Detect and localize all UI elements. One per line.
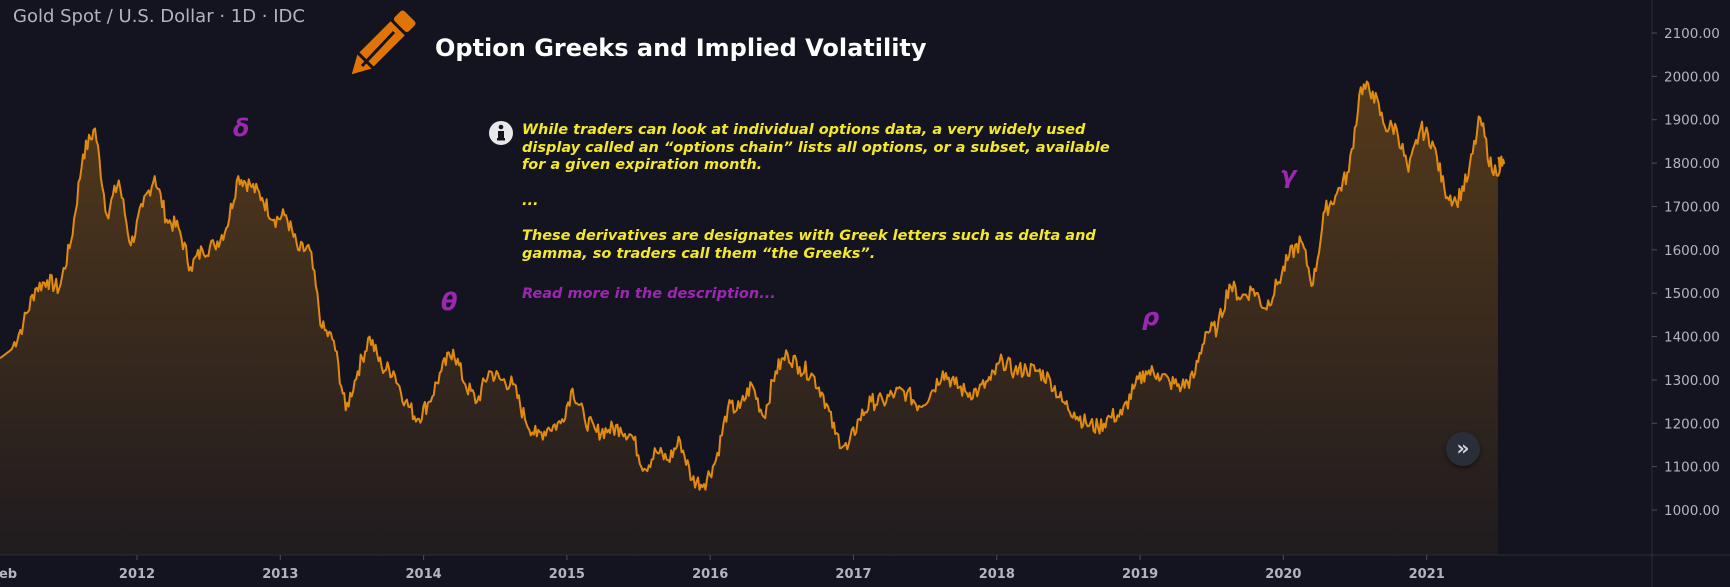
price-tick-label: 1000.00: [1664, 503, 1720, 519]
time-tick-label: 2012: [119, 567, 155, 582]
price-tick-label: 1800.00: [1664, 156, 1720, 172]
info-icon: [488, 120, 514, 150]
price-tick-label: 1200.00: [1664, 416, 1720, 432]
time-tick-label: 2013: [262, 567, 298, 582]
note-text: While traders can look at individual opt…: [522, 122, 1122, 281]
scroll-to-realtime-button[interactable]: »: [1446, 432, 1480, 466]
time-tick-label: 2020: [1265, 567, 1301, 582]
note-paragraph-2: These derivatives are designates with Gr…: [522, 228, 1096, 262]
rho-label: ρ: [1142, 303, 1160, 331]
price-tick-label: 2100.00: [1664, 26, 1720, 42]
time-tick-label: 2015: [549, 567, 585, 582]
price-axis[interactable]: 1000.00 1100.00 1200.00 1300.00 1400.00 1500.…: [1652, 26, 1720, 519]
note-paragraph-1: While traders can look at individual opt…: [522, 122, 1110, 173]
price-area-fill: [0, 81, 1505, 555]
double-chevron-right-icon: »: [1456, 436, 1470, 460]
time-axis[interactable]: eb 2012 2013 2014 2015 2016 2017 2018 2019 2020 20…: [0, 555, 1445, 582]
delta-label: δ: [233, 114, 250, 142]
price-tick-label: 1400.00: [1664, 330, 1720, 346]
price-tick-label: 1600.00: [1664, 243, 1720, 259]
price-tick-label: 1100.00: [1664, 460, 1720, 476]
time-tick-label: 2021: [1409, 567, 1445, 582]
time-tick-label: 2019: [1122, 567, 1158, 582]
chart-title: Option Greeks and Implied Volatility: [435, 34, 927, 62]
read-more-link[interactable]: Read more in the description...: [522, 286, 776, 302]
price-tick-label: 1700.00: [1664, 199, 1720, 215]
pencil-icon: [340, 8, 420, 88]
time-tick-label: 2018: [979, 567, 1015, 582]
time-tick-label: eb: [0, 567, 17, 582]
price-line: [0, 80, 1506, 491]
price-tick-label: 1900.00: [1664, 113, 1720, 129]
symbol-legend[interactable]: Gold Spot / U.S. Dollar · 1D · IDC: [13, 6, 305, 27]
time-tick-label: 2017: [835, 567, 871, 582]
time-tick-label: 2014: [406, 567, 442, 582]
note-ellipsis: ...: [522, 192, 539, 209]
gamma-label: γ: [1280, 161, 1297, 189]
price-area: [0, 80, 1506, 555]
time-tick-label: 2016: [692, 567, 728, 582]
price-tick-label: 1300.00: [1664, 373, 1720, 389]
price-tick-label: 1500.00: [1664, 286, 1720, 302]
theta-label: θ: [441, 288, 458, 316]
price-tick-label: 2000.00: [1664, 69, 1720, 85]
